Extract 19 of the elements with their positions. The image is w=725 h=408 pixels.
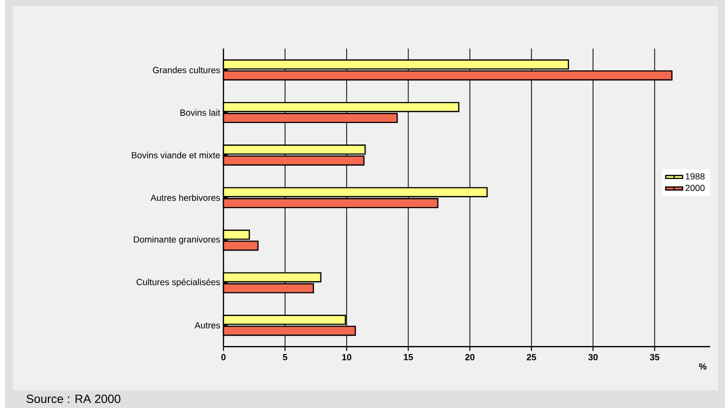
x-axis-title: % [699, 363, 707, 370]
y-tick-label: Grandes cultures [152, 66, 220, 74]
x-tick-label: 25 [526, 354, 536, 360]
legend-label: 2000 [686, 184, 705, 191]
y-tick-label: Bovins lait [180, 109, 220, 116]
x-tick-label: 5 [282, 354, 288, 360]
x-tick-label: 30 [588, 354, 598, 360]
x-tick-label: 10 [342, 354, 352, 360]
x-tick-label: 15 [404, 354, 413, 360]
y-tick-label: Autres herbivores [150, 194, 220, 201]
legend-label: 1988 [686, 173, 705, 180]
x-tick-label: 0 [221, 354, 226, 360]
y-tick-label: Cultures spécialisées [136, 278, 220, 287]
y-tick-label: Dominante granivores [134, 236, 220, 244]
source-note: Source : RA 2000 [26, 394, 120, 403]
x-tick-label: 20 [465, 354, 474, 360]
y-tick-label: Bovins viande et mixte [132, 152, 220, 158]
y-tick-label: Autres [194, 322, 220, 328]
x-tick-label: 35 [650, 354, 660, 360]
